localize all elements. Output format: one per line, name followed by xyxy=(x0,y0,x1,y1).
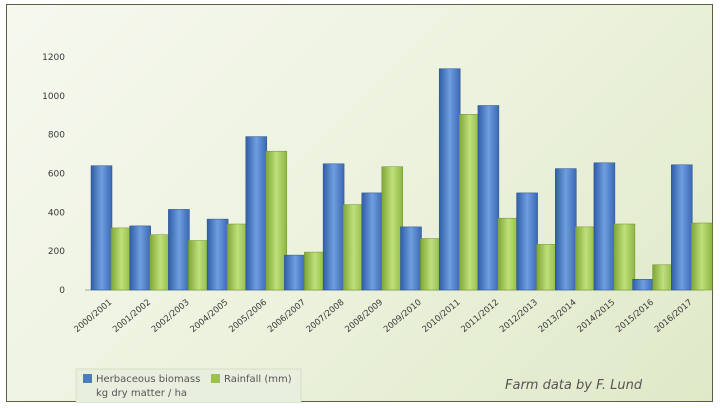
x-category-label: 2001/2002 xyxy=(111,298,153,335)
bar-biomass xyxy=(322,163,345,291)
legend-swatch-rainfall xyxy=(211,374,220,383)
bar-rainfall xyxy=(342,204,365,291)
bar-rainfall xyxy=(536,244,558,291)
x-category-label: 2002/2003 xyxy=(150,298,192,335)
bar-rainfall xyxy=(497,217,520,291)
bar-rainfall xyxy=(149,234,171,291)
y-tick-label: 1200 xyxy=(42,53,65,63)
bar-biomass xyxy=(671,164,693,291)
legend-box xyxy=(75,368,302,403)
y-tick-label: 0 xyxy=(59,286,65,296)
bar-rainfall xyxy=(188,240,210,291)
bar-biomass xyxy=(477,105,500,291)
x-category-label: 2016/2017 xyxy=(653,298,695,335)
x-category-label: 2009/2010 xyxy=(382,298,424,335)
bar-rainfall xyxy=(458,114,481,291)
bar-biomass xyxy=(400,226,422,291)
bar-biomass xyxy=(284,254,306,291)
x-category-label: 2005/2006 xyxy=(227,298,269,335)
legend-label-biomass-line2: kg dry matter / ha xyxy=(96,388,187,399)
legend-label-rainfall: Rainfall (mm) xyxy=(224,374,292,385)
y-axis-ticks: 0 200 400 600 800 1000 1200 xyxy=(42,53,65,296)
bar-biomass xyxy=(593,162,616,291)
x-category-label: 2004/2005 xyxy=(189,298,231,335)
bar-biomass xyxy=(168,209,190,291)
bar-biomass xyxy=(361,192,384,291)
legend-label-biomass-line1: Herbaceous biomass xyxy=(96,374,200,385)
x-category-label: 2011/2012 xyxy=(459,298,501,335)
bar-rainfall xyxy=(304,251,326,291)
x-category-label: 2000/2001 xyxy=(72,298,114,335)
bars xyxy=(90,68,713,291)
bar-rainfall xyxy=(420,238,442,291)
bar-rainfall xyxy=(226,223,249,291)
bar-rainfall xyxy=(691,222,713,291)
bar-biomass xyxy=(206,218,229,291)
bar-biomass xyxy=(129,225,151,291)
y-tick-label: 1000 xyxy=(42,92,65,102)
x-category-label: 2010/2011 xyxy=(421,298,463,335)
bar-chart: 0 200 400 600 800 1000 1200 2000/20012001/2002… xyxy=(42,53,713,403)
bar-rainfall xyxy=(265,150,288,291)
bar-biomass xyxy=(245,136,268,291)
bar-rainfall xyxy=(575,226,597,291)
bar-biomass xyxy=(516,192,538,291)
x-category-label: 2012/2013 xyxy=(498,298,540,335)
x-category-label: 2013/2014 xyxy=(537,298,579,335)
bar-rainfall xyxy=(110,227,133,291)
bar-biomass xyxy=(555,168,577,291)
credit-text: Farm data by F. Lund xyxy=(505,378,643,393)
y-tick-label: 200 xyxy=(48,247,65,257)
x-category-label: 2006/2007 xyxy=(266,298,308,335)
bar-rainfall xyxy=(613,223,636,291)
bar-rainfall xyxy=(652,264,674,291)
y-tick-label: 400 xyxy=(48,208,65,218)
bar-biomass xyxy=(438,68,461,291)
x-axis-category-labels: 2000/20012001/20022002/20032004/20052005… xyxy=(72,298,694,335)
y-tick-label: 600 xyxy=(48,170,65,180)
bar-biomass xyxy=(632,279,654,291)
y-tick-label: 800 xyxy=(48,131,65,141)
chart-frame: 0 200 400 600 800 1000 1200 2000/2001 2001/2002… xyxy=(6,4,713,403)
x-category-label: 2007/2008 xyxy=(305,298,347,335)
bar-biomass xyxy=(90,165,113,291)
bar-rainfall xyxy=(381,166,404,291)
x-category-label: 2015/2016 xyxy=(614,298,656,335)
legend-swatch-biomass xyxy=(83,374,92,383)
x-category-label: 2008/2009 xyxy=(343,298,385,335)
legend: Herbaceous biomass kg dry matter / ha Ra… xyxy=(75,368,302,403)
x-category-label: 2014/2015 xyxy=(575,298,617,335)
